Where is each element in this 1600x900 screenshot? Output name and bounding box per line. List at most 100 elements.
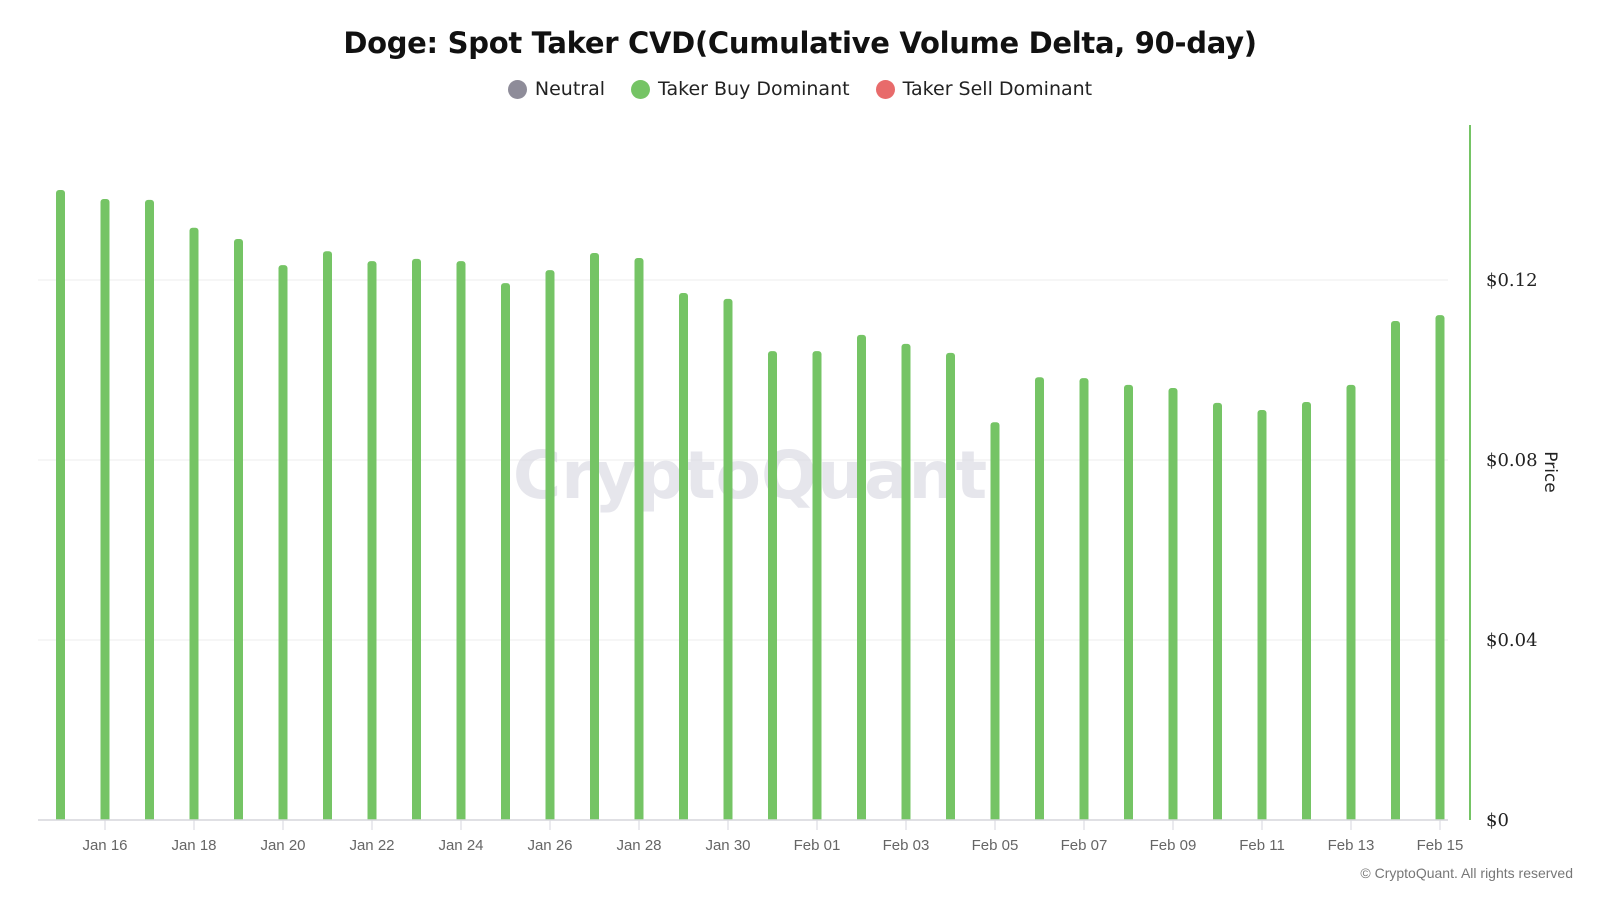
bar-series: Jan 15: 0.14 Jan 16: 0.138 Jan 17: 0.1378 J… xyxy=(56,190,1445,821)
y-tick-label: $0.04 xyxy=(1486,630,1538,651)
legend-label: Taker Sell Dominant xyxy=(902,78,1093,100)
bar-base xyxy=(1213,814,1222,820)
legend-item-taker-sell[interactable]: Taker Sell Dominant xyxy=(875,78,1093,100)
x-tick-label: Feb 11 xyxy=(1239,837,1285,854)
bar-base xyxy=(1435,814,1445,820)
bar[interactable]: Jan 30: 0.1158 xyxy=(723,298,733,820)
bar[interactable]: Jan 22: 0.1242 xyxy=(367,261,377,821)
x-tick-label: Feb 07 xyxy=(1061,837,1108,854)
bar-base xyxy=(412,814,421,820)
x-tick-label: Feb 15 xyxy=(1417,837,1464,854)
bar-base xyxy=(590,814,599,820)
legend-item-taker-buy[interactable]: Taker Buy Dominant xyxy=(631,78,850,100)
bar-base xyxy=(234,814,243,820)
neutral-dot-icon xyxy=(507,79,527,99)
bar-base xyxy=(1346,814,1356,820)
x-tick-label: Jan 26 xyxy=(527,837,572,854)
bar[interactable]: Jan 15: 0.14 xyxy=(56,190,65,820)
bar-base xyxy=(1124,814,1133,820)
bar-base xyxy=(634,814,644,820)
y-axis-ticks: $0 $0.04 $0.08 $0.12 xyxy=(1486,270,1538,831)
x-tick-label: Feb 01 xyxy=(794,837,841,854)
bar[interactable]: Feb 01: 0.1042 xyxy=(812,351,822,820)
bar-base xyxy=(1168,814,1178,820)
bar-base xyxy=(1079,814,1089,820)
bar-base xyxy=(768,814,777,820)
bar[interactable]: Jan 21: 0.1264 xyxy=(323,251,332,820)
bar-base xyxy=(456,814,466,820)
bar-base xyxy=(812,814,822,820)
x-tick-label: Jan 30 xyxy=(705,837,750,854)
bar-base xyxy=(1391,814,1400,820)
legend-label: Taker Buy Dominant xyxy=(658,78,850,100)
bar-base xyxy=(1257,814,1267,820)
x-tick-label: Feb 03 xyxy=(883,837,930,854)
legend-label: Neutral xyxy=(534,78,606,100)
x-tick-label: Feb 13 xyxy=(1328,837,1375,854)
buy-dot-icon xyxy=(631,79,651,99)
bar[interactable]: Feb 14: 0.1109 xyxy=(1391,320,1400,820)
bar-base xyxy=(857,814,866,820)
bar[interactable]: Jan 23: 0.1247 xyxy=(412,258,421,821)
bar[interactable]: Jan 24: 0.1242 xyxy=(456,261,466,821)
bar[interactable]: Jan 20: 0.1233 xyxy=(278,265,288,820)
chart-title: Doge: Spot Taker CVD(Cumulative Volume D… xyxy=(343,26,1257,60)
bar-base xyxy=(323,814,332,820)
bar-base xyxy=(545,814,555,820)
bar[interactable]: Jan 25: 0.1193 xyxy=(501,283,510,820)
bar[interactable]: Jan 17: 0.1378 xyxy=(145,199,154,820)
bar-base xyxy=(1035,814,1044,820)
bar-base xyxy=(1302,814,1311,820)
y-tick-label: $0 xyxy=(1486,810,1509,831)
bar[interactable]: Feb 07: 0.0982 xyxy=(1079,378,1089,820)
bar-base xyxy=(990,814,1000,820)
watermark: CryptoQuant xyxy=(513,437,987,514)
bar[interactable]: Feb 09: 0.096 xyxy=(1168,388,1178,820)
bar[interactable]: Feb 10: 0.0927 xyxy=(1213,402,1222,820)
bar[interactable]: Feb 15: 0.1122 xyxy=(1435,315,1445,820)
bar[interactable]: Jan 16: 0.138 xyxy=(100,199,110,820)
bar[interactable]: Feb 05: 0.0884 xyxy=(990,422,1000,820)
x-tick-label: Feb 09 xyxy=(1150,837,1197,854)
x-tick-label: Feb 05 xyxy=(972,837,1019,854)
bar[interactable]: Jan 31: 0.1042 xyxy=(768,351,777,820)
bar[interactable]: Jan 28: 0.1249 xyxy=(634,257,644,820)
bar[interactable]: Feb 03: 0.1058 xyxy=(901,343,911,820)
bar-base xyxy=(723,814,733,820)
copyright-footer: © CryptoQuant. All rights reserved xyxy=(1360,865,1573,881)
bar[interactable]: Feb 06: 0.0984 xyxy=(1035,377,1044,820)
x-tick-label: Jan 18 xyxy=(171,837,216,854)
legend-item-neutral[interactable]: Neutral xyxy=(507,78,606,100)
bar-base xyxy=(278,814,288,820)
bar[interactable]: Jan 26: 0.1222 xyxy=(545,270,555,821)
x-tick-label: Jan 16 xyxy=(82,837,127,854)
x-axis-ticks: Jan 16 Jan 18 Jan 20 Jan 22 Jan 24 Jan 26 Jan … xyxy=(82,820,1463,854)
bar[interactable]: Jan 29: 0.1171 xyxy=(679,293,688,820)
bar-base xyxy=(56,814,65,820)
y-tick-label: $0.12 xyxy=(1486,270,1538,291)
y-axis-label: Price xyxy=(1540,451,1560,492)
bar[interactable]: Feb 12: 0.0929 xyxy=(1302,401,1311,820)
bar[interactable]: Feb 08: 0.0967 xyxy=(1124,384,1133,820)
bar[interactable]: Feb 11: 0.0911 xyxy=(1257,410,1267,820)
sell-dot-icon xyxy=(875,79,895,99)
bar-base xyxy=(189,814,199,820)
bar-base xyxy=(367,814,377,820)
x-tick-label: Jan 28 xyxy=(616,837,661,854)
bar[interactable]: Feb 02: 0.1078 xyxy=(857,334,866,820)
bar[interactable]: Jan 18: 0.1316 xyxy=(189,227,199,821)
bar-base xyxy=(901,814,911,820)
bar-base xyxy=(145,814,154,820)
bar[interactable]: Feb 13: 0.0967 xyxy=(1346,384,1356,820)
y-tick-label: $0.08 xyxy=(1486,450,1538,471)
bar-base xyxy=(501,814,510,820)
x-tick-label: Jan 22 xyxy=(349,837,394,854)
bar-base xyxy=(100,814,110,820)
legend: Neutral Taker Buy Dominant Taker Sell Do… xyxy=(0,78,1600,100)
bar-base xyxy=(679,814,688,820)
bar[interactable]: Feb 04: 0.1038 xyxy=(946,352,955,820)
bar[interactable]: Jan 19: 0.1291 xyxy=(234,239,243,821)
bar[interactable]: Jan 27: 0.126 xyxy=(590,253,599,820)
bar-base xyxy=(946,814,955,820)
